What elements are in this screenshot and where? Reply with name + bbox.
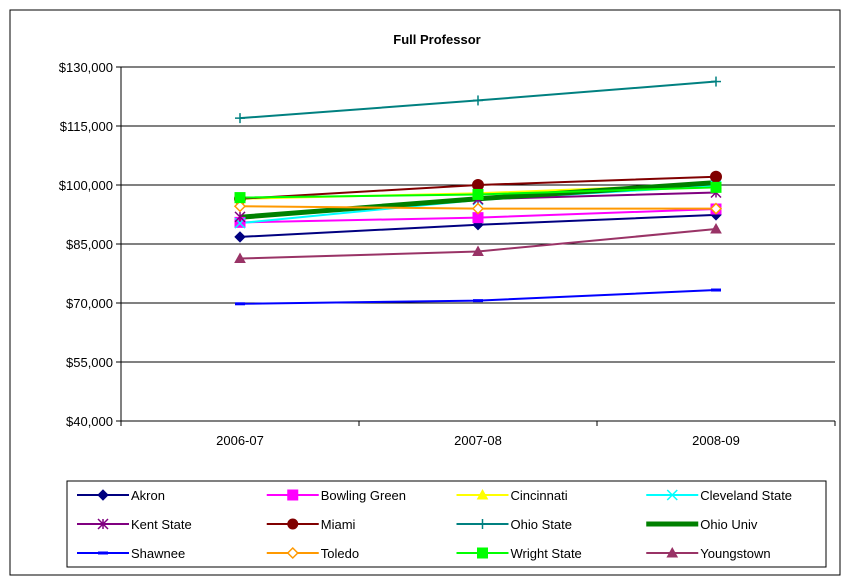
series-markers — [233, 76, 723, 306]
y-tick-label: $70,000 — [66, 296, 113, 311]
marker-plus — [711, 76, 721, 87]
axes — [116, 66, 836, 426]
x-axis-tick-labels: 2006-07 2007-08 2008-09 — [216, 433, 740, 448]
marker-circle — [472, 179, 484, 191]
marker-triangle — [666, 546, 679, 558]
legend-label: Akron — [131, 488, 165, 503]
legend: Akron Bowling Green Cincinnati Cleveland St… — [66, 480, 827, 568]
legend-label: Cincinnati — [511, 488, 568, 503]
y-tick-label: $130,000 — [59, 60, 113, 75]
legend-box — [66, 480, 827, 568]
marker-diamond — [97, 489, 109, 501]
marker-triangle — [476, 488, 489, 500]
marker-circle — [287, 518, 299, 530]
legend-label: Miami — [321, 517, 356, 532]
legend-item: Toledo — [266, 546, 359, 561]
marker-square — [710, 181, 722, 193]
marker-circle — [710, 170, 722, 183]
legend-label: Cleveland State — [700, 488, 792, 503]
marker-asterisk — [234, 211, 246, 223]
x-tick-label: 2007-08 — [454, 433, 502, 448]
marker-diamond-open — [471, 202, 485, 215]
legend-item: Cleveland State — [646, 488, 792, 503]
marker-triangle — [234, 252, 246, 264]
legend-item: Akron — [77, 488, 165, 503]
marker-triangle — [472, 245, 484, 256]
legend-item: Ohio State — [456, 517, 572, 532]
legend-label: Shawnee — [131, 546, 185, 561]
marker-triangle — [710, 223, 722, 234]
y-tick-label: $40,000 — [66, 414, 113, 429]
chart-title: Full Professor — [393, 32, 480, 47]
legend-label: Ohio State — [511, 517, 572, 532]
marker-plus — [477, 519, 488, 529]
legend-label: Wright State — [511, 546, 582, 561]
legend-item: Shawnee — [77, 546, 185, 561]
legend-item: Wright State — [456, 546, 582, 561]
y-axis-tick-labels: $40,000 $55,000 $70,000 $85,000 $100,000 $115… — [59, 60, 113, 429]
legend-item: Miami — [266, 517, 356, 532]
marker-square — [477, 547, 488, 559]
marker-plus — [473, 95, 483, 106]
marker-diamond — [234, 231, 246, 243]
x-tick-label: 2008-09 — [692, 433, 740, 448]
legend-item: Kent State — [77, 517, 192, 532]
legend-label: Kent State — [131, 517, 192, 532]
marker-asterisk — [97, 518, 109, 530]
legend-label: Bowling Green — [321, 488, 406, 503]
legend-label: Youngstown — [700, 546, 770, 561]
x-tick-label: 2006-07 — [216, 433, 264, 448]
legend-label: Toledo — [321, 546, 359, 561]
marker-diamond-open — [709, 202, 723, 215]
marker-square — [234, 192, 246, 204]
y-tick-label: $115,000 — [60, 119, 113, 134]
legend-item: Ohio Univ — [646, 517, 758, 532]
marker-square — [472, 188, 484, 200]
legend-label: Ohio Univ — [700, 517, 758, 532]
marker-diamond-open — [233, 200, 247, 213]
legend-item: Cincinnati — [456, 488, 568, 503]
marker-plus — [235, 113, 245, 124]
y-tick-label: $55,000 — [66, 355, 113, 370]
y-tick-label: $100,000 — [59, 178, 113, 193]
marker-diamond-open — [286, 546, 299, 560]
marker-x — [666, 489, 678, 501]
legend-item: Bowling Green — [266, 488, 406, 503]
y-tick-label: $85,000 — [66, 237, 113, 252]
legend-item: Youngstown — [646, 546, 771, 561]
marker-square — [287, 489, 299, 501]
marker-x-stroke — [666, 489, 678, 501]
